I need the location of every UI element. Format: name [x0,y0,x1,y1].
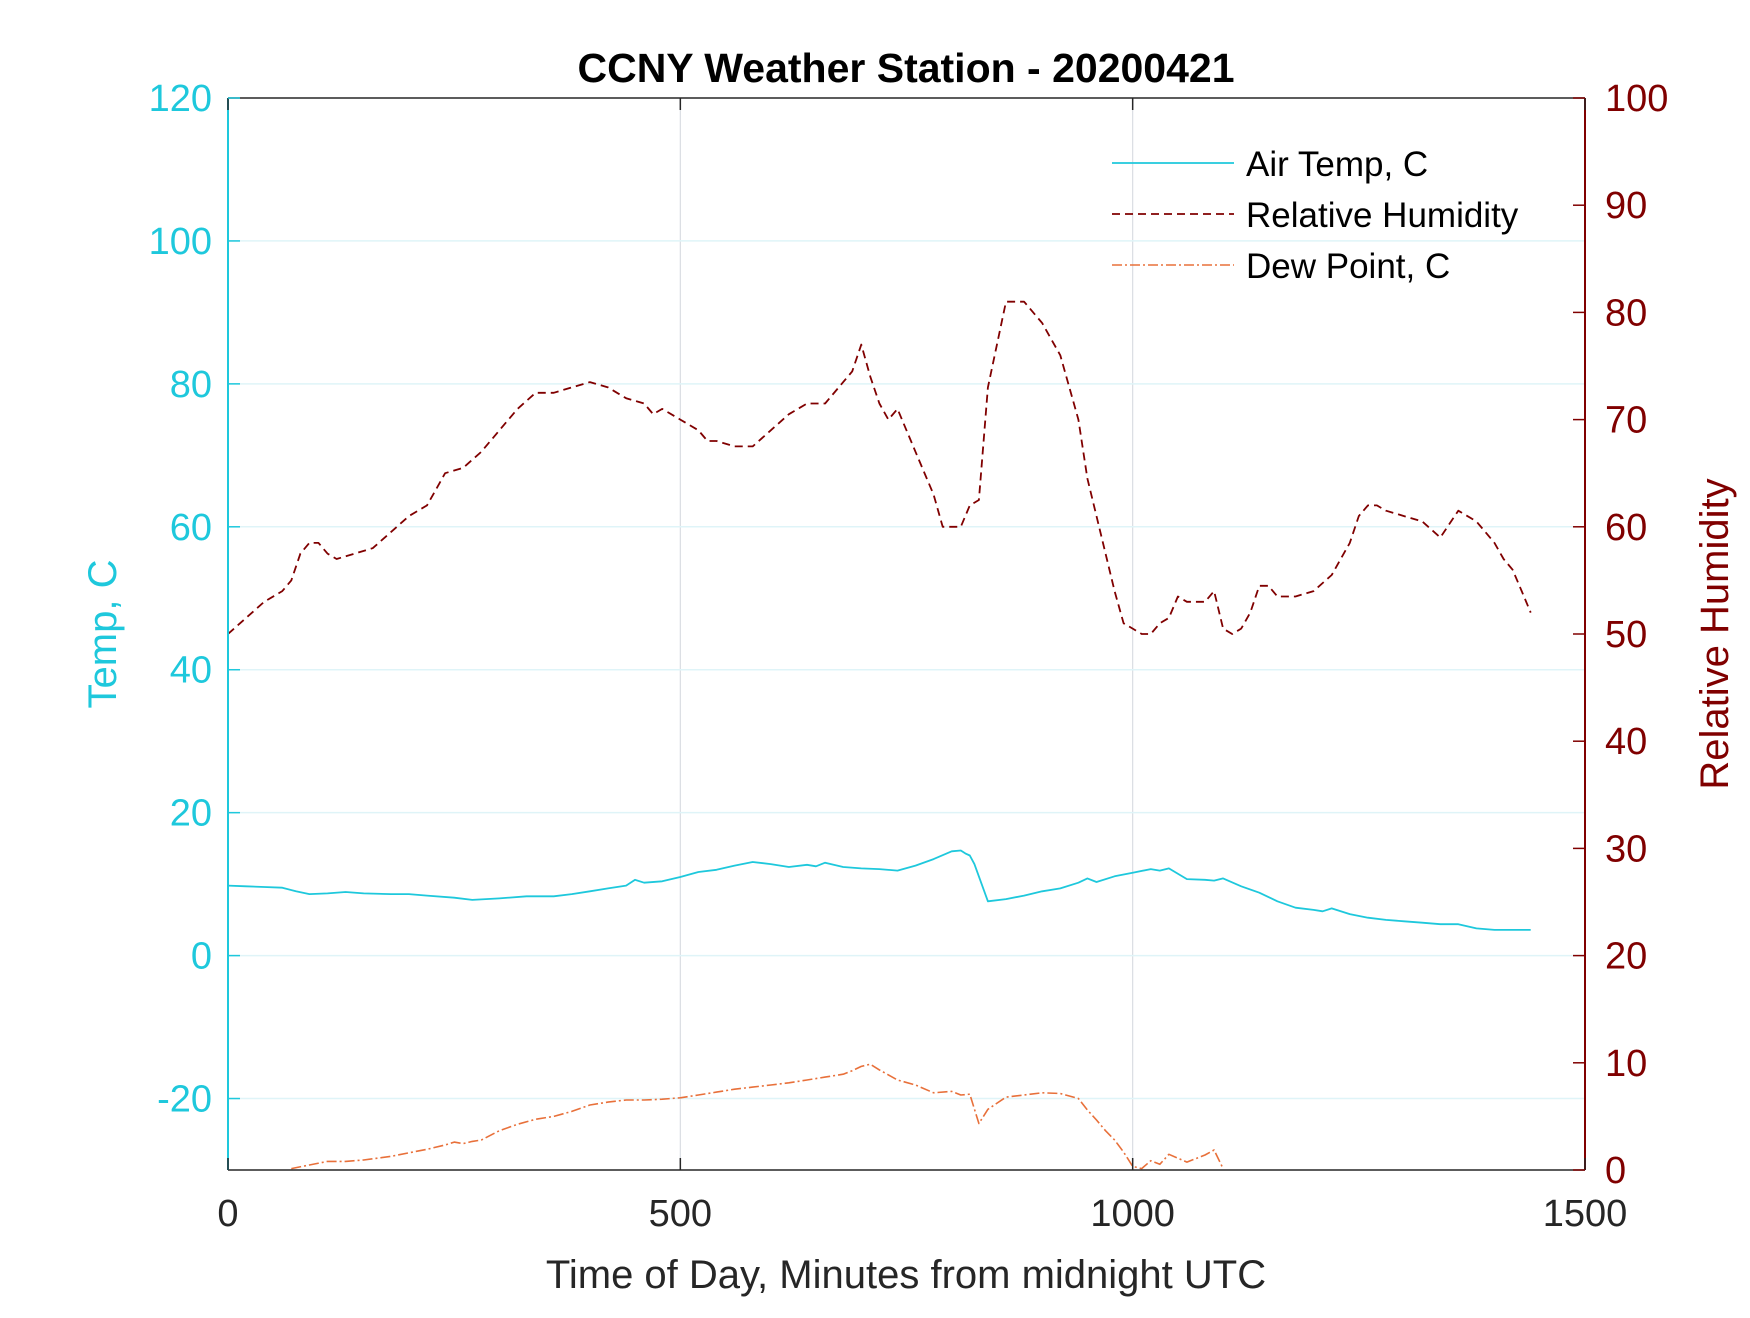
series-relative-humidity [228,300,1532,635]
left-y-tick-label: 120 [149,78,212,120]
right-y-tick-label: 50 [1605,614,1647,656]
left-y-tick-label: 80 [170,364,212,406]
right-y-tick-label: 20 [1605,936,1647,978]
x-axis-label: Time of Day, Minutes from midnight UTC [546,1253,1266,1297]
legend: Air Temp, C Relative Humidity Dew Point,… [1112,145,1519,286]
right-y-tick-label: 0 [1605,1150,1626,1192]
right-y-tick-label: 30 [1605,828,1647,870]
left-axis-label: Temp, C [81,560,125,709]
ticks-layer: 0 500 1000 1500 -20 0 20 40 60 80 100 120 0 10 20 30 40 5… [149,78,1669,1235]
right-y-tick-label: 40 [1605,721,1647,763]
left-y-tick-label: 60 [170,507,212,549]
right-y-tick-label: 80 [1605,292,1647,334]
series-layer [228,300,1532,1170]
right-y-tick-label: 70 [1605,400,1647,442]
legend-label-relative-humidity: Relative Humidity [1246,196,1519,235]
legend-label-dew-point: Dew Point, C [1246,247,1450,286]
x-tick-label: 500 [649,1193,712,1235]
right-y-tick-label: 60 [1605,507,1647,549]
series-air-temp [228,849,1531,931]
x-tick-label: 0 [217,1193,238,1235]
left-y-tick-label: -20 [157,1079,212,1121]
x-tick-label: 1500 [1543,1193,1628,1235]
left-y-tick-label: 20 [170,793,212,835]
left-y-tick-label: 40 [170,650,212,692]
right-y-tick-label: 100 [1605,78,1668,120]
series-dew-point [291,1063,1224,1170]
left-y-tick-label: 100 [149,221,212,263]
chart-title: CCNY Weather Station - 20200421 [577,45,1234,91]
grid-layer [228,98,1585,1170]
left-y-tick-label: 0 [191,936,212,978]
right-y-tick-label: 10 [1605,1043,1647,1085]
right-axis-label: Relative Humidity [1693,478,1737,789]
x-tick-label: 1000 [1090,1193,1175,1235]
right-y-tick-label: 90 [1605,185,1647,227]
legend-label-air-temp: Air Temp, C [1246,145,1428,184]
